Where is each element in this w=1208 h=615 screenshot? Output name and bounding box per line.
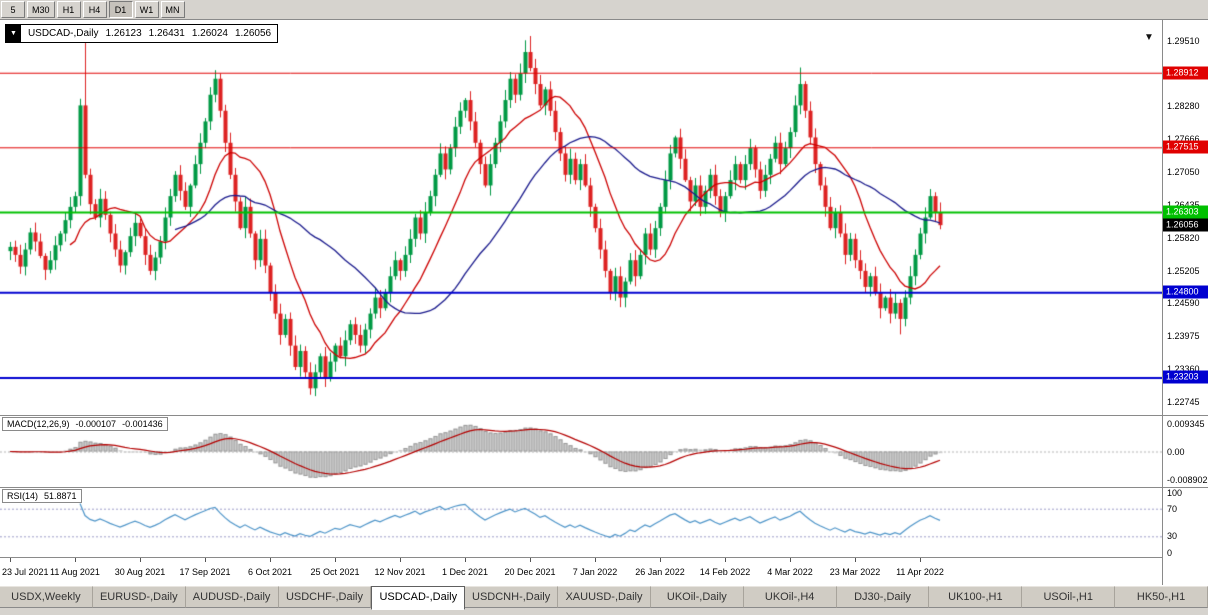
time-axis-label: 26 Jan 2022 bbox=[635, 567, 685, 577]
collapse-arrow-icon[interactable]: ▼ bbox=[6, 25, 21, 42]
ohlc-low: 1.26024 bbox=[191, 28, 228, 39]
time-axis-tick bbox=[400, 558, 401, 562]
timeframe-button-h1[interactable]: H1 bbox=[56, 1, 81, 18]
time-axis-tick bbox=[660, 558, 661, 562]
price-axis-label: 1.22745 bbox=[1167, 396, 1200, 407]
time-axis-tick bbox=[790, 558, 791, 562]
time-axis-label: 23 Mar 2022 bbox=[829, 567, 881, 577]
symbol-tabbar: USDX,Weekly EURUSD-,Daily AUDUSD-,Daily USD… bbox=[0, 585, 1208, 615]
macd-main-value: -0.000107 bbox=[75, 419, 117, 429]
time-axis-tick bbox=[595, 558, 596, 562]
price-axis-label: 1.27050 bbox=[1167, 167, 1200, 178]
time-axis-label: 30 Aug 2021 bbox=[114, 567, 166, 577]
ohlc-close: 1.26056 bbox=[234, 28, 272, 39]
rsi-value: 51.8871 bbox=[44, 491, 77, 501]
price-axis-label: 1.23975 bbox=[1167, 331, 1200, 342]
macd-label-box: MACD(12,26,9) -0.000107 -0.001436 bbox=[2, 417, 168, 431]
time-axis-label: 14 Feb 2022 bbox=[699, 567, 751, 577]
symbol-tab-usdcad-daily[interactable]: USDCAD-,Daily bbox=[371, 586, 466, 610]
time-axis-label: 25 Oct 2021 bbox=[310, 567, 360, 577]
time-axis-tick bbox=[920, 558, 921, 562]
symbol-tab-xauusd-daily[interactable]: XAUUSD-,Daily bbox=[558, 586, 651, 608]
macd-axis-label: 0.009345 bbox=[1167, 419, 1205, 429]
chart-symbol-label: USDCAD-,Daily bbox=[27, 28, 99, 39]
rsi-axis-label: 30 bbox=[1167, 531, 1178, 542]
price-level-badge: 1.24800 bbox=[1163, 285, 1208, 299]
rsi-label-box: RSI(14) 51.8871 bbox=[2, 489, 82, 503]
price-axis-label: 1.23360 bbox=[1167, 364, 1200, 375]
time-axis[interactable]: 23 Jul 2021 11 Aug 2021 30 Aug 2021 17 Sep … bbox=[0, 557, 1162, 585]
price-level-badge: 1.28912 bbox=[1163, 66, 1208, 80]
price-axis-label: 1.26435 bbox=[1167, 200, 1200, 210]
rsi-label: RSI(14) bbox=[7, 491, 39, 501]
symbol-tab-uk100-h1[interactable]: UK100-,H1 bbox=[929, 586, 1023, 608]
time-axis-label: 11 Apr 2022 bbox=[896, 567, 944, 577]
price-axis-label: 1.25205 bbox=[1167, 265, 1200, 276]
price-axis-label: 1.25820 bbox=[1167, 232, 1200, 243]
macd-signal-value: -0.001436 bbox=[122, 419, 163, 429]
time-axis-label: 7 Jan 2022 bbox=[572, 567, 618, 577]
time-axis-tick bbox=[530, 558, 531, 562]
rsi-axis-label: 70 bbox=[1167, 503, 1178, 514]
timeframe-button-h4[interactable]: H4 bbox=[82, 1, 107, 18]
symbol-tab-ukoil-h4[interactable]: UKOil-,H4 bbox=[743, 586, 837, 608]
price-level-badge: 1.26303 bbox=[1163, 205, 1208, 219]
time-axis-tick bbox=[725, 558, 726, 562]
time-axis-label: 11 Aug 2021 bbox=[50, 567, 100, 577]
chart-shift-marker[interactable]: ▼ bbox=[1144, 32, 1154, 43]
timeframe-button-w1[interactable]: W1 bbox=[134, 1, 159, 18]
pane-separator-rsi[interactable] bbox=[0, 487, 1208, 488]
symbol-tab-dj30-daily[interactable]: DJ30-,Daily bbox=[836, 586, 930, 608]
time-axis-label: 1 Dec 2021 bbox=[441, 567, 489, 577]
time-axis-tick bbox=[75, 558, 76, 562]
rsi-axis-label: 0 bbox=[1167, 548, 1173, 558]
timeframe-button-d1[interactable]: D1 bbox=[108, 1, 133, 18]
price-level-badge: 1.27515 bbox=[1163, 140, 1208, 154]
ohlc-high: 1.26431 bbox=[148, 28, 185, 39]
rsi-axis-label: 100 bbox=[1167, 488, 1183, 498]
timeframe-button-m30[interactable]: M30 bbox=[27, 1, 55, 18]
price-level-badge: 1.23203 bbox=[1163, 370, 1208, 384]
symbol-tab-audusd-daily[interactable]: AUDUSD-,Daily bbox=[185, 586, 279, 608]
time-axis-label: 12 Nov 2021 bbox=[374, 567, 426, 577]
symbol-tab-usdcnh-daily[interactable]: USDCNH-,Daily bbox=[465, 586, 559, 608]
time-axis-label: 4 Mar 2022 bbox=[767, 567, 813, 577]
time-axis-tick bbox=[855, 558, 856, 562]
time-axis-tick bbox=[140, 558, 141, 562]
time-axis-tick bbox=[205, 558, 206, 562]
chart-canvas[interactable] bbox=[0, 20, 1162, 557]
timeframe-button-mn[interactable]: MN bbox=[160, 1, 185, 18]
time-axis-tick bbox=[10, 558, 11, 562]
time-axis-label: 20 Dec 2021 bbox=[504, 567, 556, 577]
pane-separator-macd[interactable] bbox=[0, 415, 1208, 416]
macd-axis-label: 0.00 bbox=[1167, 446, 1185, 457]
chart-title-box: ▼ USDCAD-,Daily 1.26123 1.26431 1.26024 … bbox=[5, 24, 279, 43]
chart-area[interactable]: ▼ USDCAD-,Daily 1.26123 1.26431 1.26024 … bbox=[0, 20, 1208, 585]
price-axis-label: 1.27666 bbox=[1167, 134, 1200, 145]
price-axis-separator bbox=[1162, 20, 1163, 585]
time-axis-label: 17 Sep 2021 bbox=[179, 567, 231, 577]
symbol-tab-usoil-h1[interactable]: USOil-,H1 bbox=[1022, 586, 1116, 608]
symbol-tab-ukoil-daily[interactable]: UKOil-,Daily bbox=[650, 586, 744, 608]
time-axis-tick bbox=[270, 558, 271, 562]
price-axis-label: 1.29510 bbox=[1167, 35, 1200, 46]
symbol-tab-hk50-h1[interactable]: HK50-,H1 bbox=[1115, 586, 1208, 608]
ohlc-open: 1.26123 bbox=[105, 28, 142, 39]
time-axis-tick bbox=[465, 558, 466, 562]
time-axis-label: 23 Jul 2021 bbox=[2, 567, 49, 577]
time-axis-label: 6 Oct 2021 bbox=[247, 567, 293, 577]
price-axis-label: 1.28280 bbox=[1167, 101, 1200, 112]
timeframe-button-5[interactable]: 5 bbox=[1, 1, 25, 18]
current-price-badge: 1.26056 bbox=[1163, 218, 1208, 232]
symbol-tab-usdchf-daily[interactable]: USDCHF-,Daily bbox=[278, 586, 372, 608]
symbol-tab-eurusd-daily[interactable]: EURUSD-,Daily bbox=[92, 586, 186, 608]
timeframe-toolbar: 5 M30 H1 H4 D1 W1 MN bbox=[0, 0, 1208, 20]
macd-label: MACD(12,26,9) bbox=[7, 419, 70, 429]
price-axis-label: 1.24590 bbox=[1167, 298, 1200, 309]
time-axis-tick bbox=[335, 558, 336, 562]
symbol-tab-usdx-weekly[interactable]: USDX,Weekly bbox=[0, 586, 93, 608]
price-axis: 1.29510 1.28280 1.27666 1.27050 1.26435 1.258… bbox=[1163, 20, 1208, 558]
macd-axis-label: -0.008902 bbox=[1167, 475, 1208, 485]
